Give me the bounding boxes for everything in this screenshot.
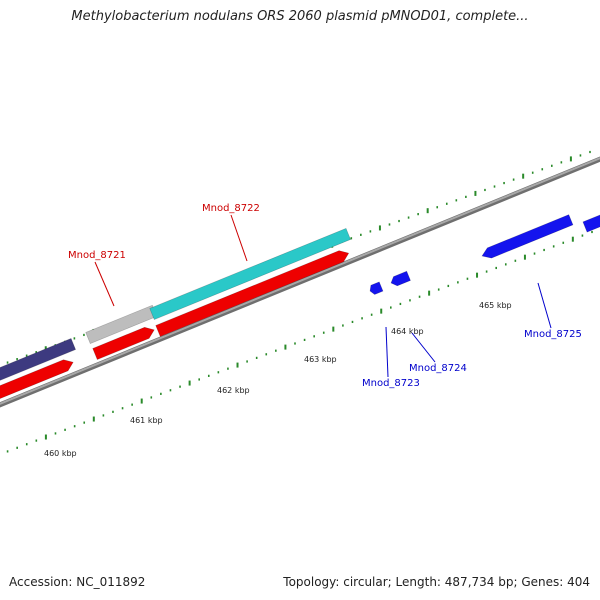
kbp-label: 465 kbp — [479, 301, 512, 310]
kbp-label: 463 kbp — [304, 355, 337, 364]
kbp-label: 462 kbp — [217, 386, 250, 395]
gene-leader-line — [412, 333, 435, 362]
gene-leader-line — [231, 215, 247, 261]
gene-label-mnod_8722[interactable]: Mnod_8722 — [202, 203, 260, 214]
accession-text: Accession: NC_011892 — [9, 575, 145, 589]
kbp-label: 460 kbp — [44, 449, 77, 458]
gene-blue[interactable] — [370, 282, 383, 295]
kbp-label: 464 kbp — [391, 327, 424, 336]
topology-summary: Topology: circular; Length: 487,734 bp; … — [283, 575, 590, 589]
gene-leader-line — [386, 327, 388, 377]
gene-blue[interactable] — [583, 214, 600, 232]
gene-label-mnod_8725[interactable]: Mnod_8725 — [524, 329, 582, 340]
genome-map-view: Methylobacterium nodulans ORS 2060 plasm… — [0, 0, 600, 600]
gene-blue[interactable] — [482, 215, 573, 258]
plasmid-map[interactable]: 460 kbp 461 kbp 462 kbp 463 kbp 464 kbp 465 k… — [0, 0, 600, 600]
gene-label-mnod_8721[interactable]: Mnod_8721 — [68, 250, 126, 261]
gene-label-mnod_8724[interactable]: Mnod_8724 — [409, 363, 467, 374]
gene-leader-line — [538, 283, 551, 328]
backbone-highlight — [0, 150, 600, 412]
gene-blue[interactable] — [391, 271, 410, 286]
gene-red[interactable] — [156, 251, 349, 337]
gene-leader-line — [95, 262, 114, 306]
kbp-label: 461 kbp — [130, 416, 163, 425]
gene-label-mnod_8723[interactable]: Mnod_8723 — [362, 378, 420, 389]
